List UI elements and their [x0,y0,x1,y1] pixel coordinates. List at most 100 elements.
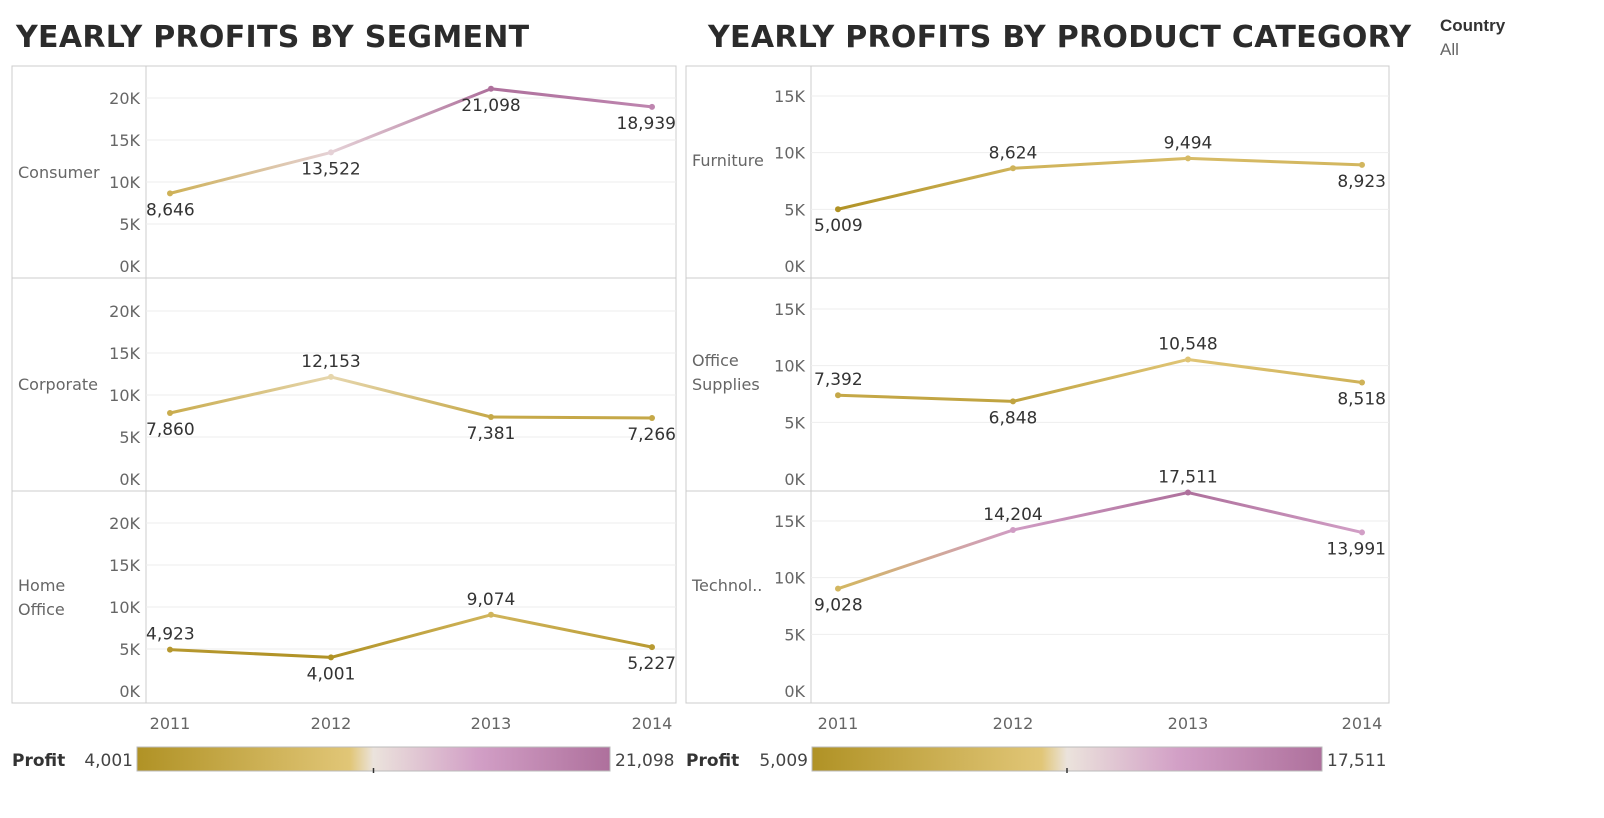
y-tick-label: 10K [774,144,805,163]
data-point [488,85,494,92]
data-label: 12,153 [301,352,360,372]
y-tick-label: 0K [784,682,805,701]
data-label: 8,923 [1337,172,1386,192]
x-tick-label: 2014 [1342,714,1383,733]
data-point [488,413,494,420]
series-line-segment [168,150,333,195]
x-tick-label: 2011 [150,714,191,733]
chart-frame [685,65,1390,704]
legend-title: Profit [12,751,65,771]
x-tick-label: 2013 [471,714,512,733]
data-label: 7,266 [627,425,676,445]
series-line-segment [168,648,333,659]
legend-color-bar [811,746,1323,772]
row-label-home-office: Home [18,576,65,595]
series-line-segment [1011,156,1190,170]
y-tick-label: 20K [109,514,140,533]
data-point [488,611,494,618]
data-label: 9,028 [814,596,863,616]
x-tick-label: 2011 [818,714,859,733]
data-label: 4,923 [146,625,195,645]
y-tick-label: 5K [784,413,805,432]
series-line-segment [489,415,654,420]
data-point [649,103,655,110]
legend-max: 21,098 [615,751,674,771]
data-point [1359,161,1365,168]
data-point [1010,165,1016,172]
data-point [167,646,173,653]
data-label: 6,848 [989,408,1038,428]
y-tick-label: 0K [784,257,805,276]
data-label: 8,624 [989,143,1038,163]
y-tick-label: 10K [774,569,805,588]
data-point [649,414,655,421]
row-label-office-supplies: Office [692,351,739,370]
chart-title-category: YEARLY PROFITS BY PRODUCT CATEGORY [708,20,1412,55]
data-label: 5,227 [627,654,676,674]
series-line-segment [168,375,333,415]
country-filter-value[interactable]: All [1440,40,1459,59]
y-tick-label: 15K [109,556,140,575]
data-point [835,206,841,213]
data-label: 4,001 [307,664,356,684]
series-line-segment [836,393,1015,403]
series-line-segment [1186,156,1364,167]
legend-color-bar [136,746,611,772]
series-line-segment [329,613,493,659]
x-tick-label: 2012 [993,714,1034,733]
data-label: 18,939 [617,114,676,134]
data-label: 7,381 [467,424,516,444]
series-line-segment [489,613,654,649]
data-point [167,409,173,416]
series-line-segment [1186,491,1364,534]
country-filter[interactable]: Country All [1440,16,1505,60]
data-point [328,149,334,156]
data-point [835,392,841,399]
data-point [167,190,173,197]
data-label: 5,009 [814,216,863,236]
data-label: 7,392 [814,370,863,390]
data-point [1359,379,1365,386]
series-line-segment [836,166,1015,211]
row-label-home-office: Office [18,600,65,619]
y-tick-label: 5K [784,200,805,219]
series-line-segment [1186,357,1364,384]
data-point [328,373,334,380]
chart-title-segment: YEARLY PROFITS BY SEGMENT [16,20,530,55]
data-label: 9,074 [467,590,516,610]
y-tick-label: 20K [109,302,140,321]
data-label: 13,991 [1327,539,1386,559]
country-filter-label: Country [1440,16,1506,35]
legend-min: 4,001 [84,751,133,771]
y-tick-label: 15K [774,300,805,319]
data-point [835,585,841,592]
y-tick-label: 5K [119,640,140,659]
y-tick-label: 0K [119,682,140,701]
y-tick-label: 0K [119,470,140,489]
data-label: 21,098 [461,96,520,116]
data-point [1010,398,1016,405]
legend-min: 5,009 [759,751,808,771]
x-tick-label: 2014 [632,714,673,733]
y-tick-label: 0K [784,470,805,489]
series-line-segment [1011,357,1190,403]
chart-frame [11,65,677,704]
y-tick-label: 10K [109,173,140,192]
y-tick-label: 5K [784,625,805,644]
y-tick-label: 5K [119,428,140,447]
y-tick-label: 5K [119,215,140,234]
y-tick-label: 15K [774,87,805,106]
data-point [1185,356,1191,363]
data-label: 10,548 [1158,334,1217,354]
y-tick-label: 0K [119,257,140,276]
data-label: 14,204 [983,505,1042,525]
row-label-office-supplies: Supplies [692,375,760,394]
row-label-consumer: Consumer [18,163,100,182]
data-point [328,654,334,661]
series-line-segment [1011,491,1190,532]
series-line-segment [489,87,654,109]
legend-title: Profit [686,751,739,771]
data-label: 17,511 [1158,468,1217,488]
series-line-segment [836,528,1015,591]
